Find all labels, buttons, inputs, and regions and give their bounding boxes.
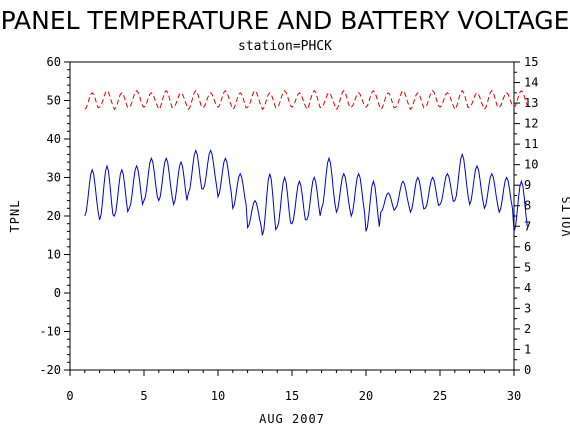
x-tick-label: 5 bbox=[140, 389, 147, 403]
series-group bbox=[84, 89, 528, 236]
x-tick-label: 10 bbox=[211, 389, 225, 403]
y-right-tick-label: 14 bbox=[524, 76, 538, 90]
y-axis-left-label: TPNL bbox=[8, 200, 22, 233]
x-tick-label: 20 bbox=[359, 389, 373, 403]
x-axis-label: AUG 2007 bbox=[259, 412, 325, 426]
y-right-tick-label: 9 bbox=[524, 178, 531, 192]
y-axis-left: -20 -10 0 10 20 30 40 50 60 bbox=[39, 55, 70, 377]
y-left-tick-label: 40 bbox=[47, 132, 61, 146]
x-tick-label: 15 bbox=[285, 389, 299, 403]
y-right-tick-label: 3 bbox=[524, 301, 531, 315]
y-right-tick-label: 0 bbox=[524, 363, 531, 377]
y-right-tick-label: 10 bbox=[524, 158, 538, 172]
volts-line bbox=[84, 89, 528, 111]
y-right-tick-label: 5 bbox=[524, 260, 531, 274]
y-left-tick-label: 30 bbox=[47, 171, 61, 185]
chart-title: PANEL TEMPERATURE AND BATTERY VOLTAGE bbox=[1, 6, 570, 35]
y-left-tick-label: -20 bbox=[39, 363, 61, 377]
y-right-tick-label: 15 bbox=[524, 55, 538, 69]
chart-subtitle: station=PHCK bbox=[238, 39, 332, 54]
plot-frame bbox=[69, 61, 515, 371]
tpnl-line bbox=[84, 149, 528, 236]
y-left-tick-label: -10 bbox=[39, 325, 61, 339]
y-right-tick-label: 6 bbox=[524, 240, 531, 254]
x-tick-label: 25 bbox=[433, 389, 447, 403]
y-right-tick-label: 11 bbox=[524, 137, 538, 151]
x-axis: 0 5 10 15 20 25 30 bbox=[66, 370, 521, 403]
y-right-tick-label: 1 bbox=[524, 342, 531, 356]
y-left-tick-label: 10 bbox=[47, 248, 61, 262]
y-right-tick-label: 8 bbox=[524, 199, 531, 213]
y-right-tick-label: 2 bbox=[524, 322, 531, 336]
x-tick-label: 0 bbox=[66, 389, 73, 403]
y-right-tick-label: 13 bbox=[524, 96, 538, 110]
y-left-tick-label: 50 bbox=[47, 94, 61, 108]
y-left-tick-label: 0 bbox=[54, 286, 61, 300]
x-tick-label: 30 bbox=[507, 389, 521, 403]
y-left-tick-label: 60 bbox=[47, 55, 61, 69]
y-left-tick-label: 20 bbox=[47, 209, 61, 223]
y-right-tick-label: 4 bbox=[524, 281, 531, 295]
y-axis-right-label: VOLTS bbox=[560, 195, 570, 236]
y-right-tick-label: 12 bbox=[524, 117, 538, 131]
